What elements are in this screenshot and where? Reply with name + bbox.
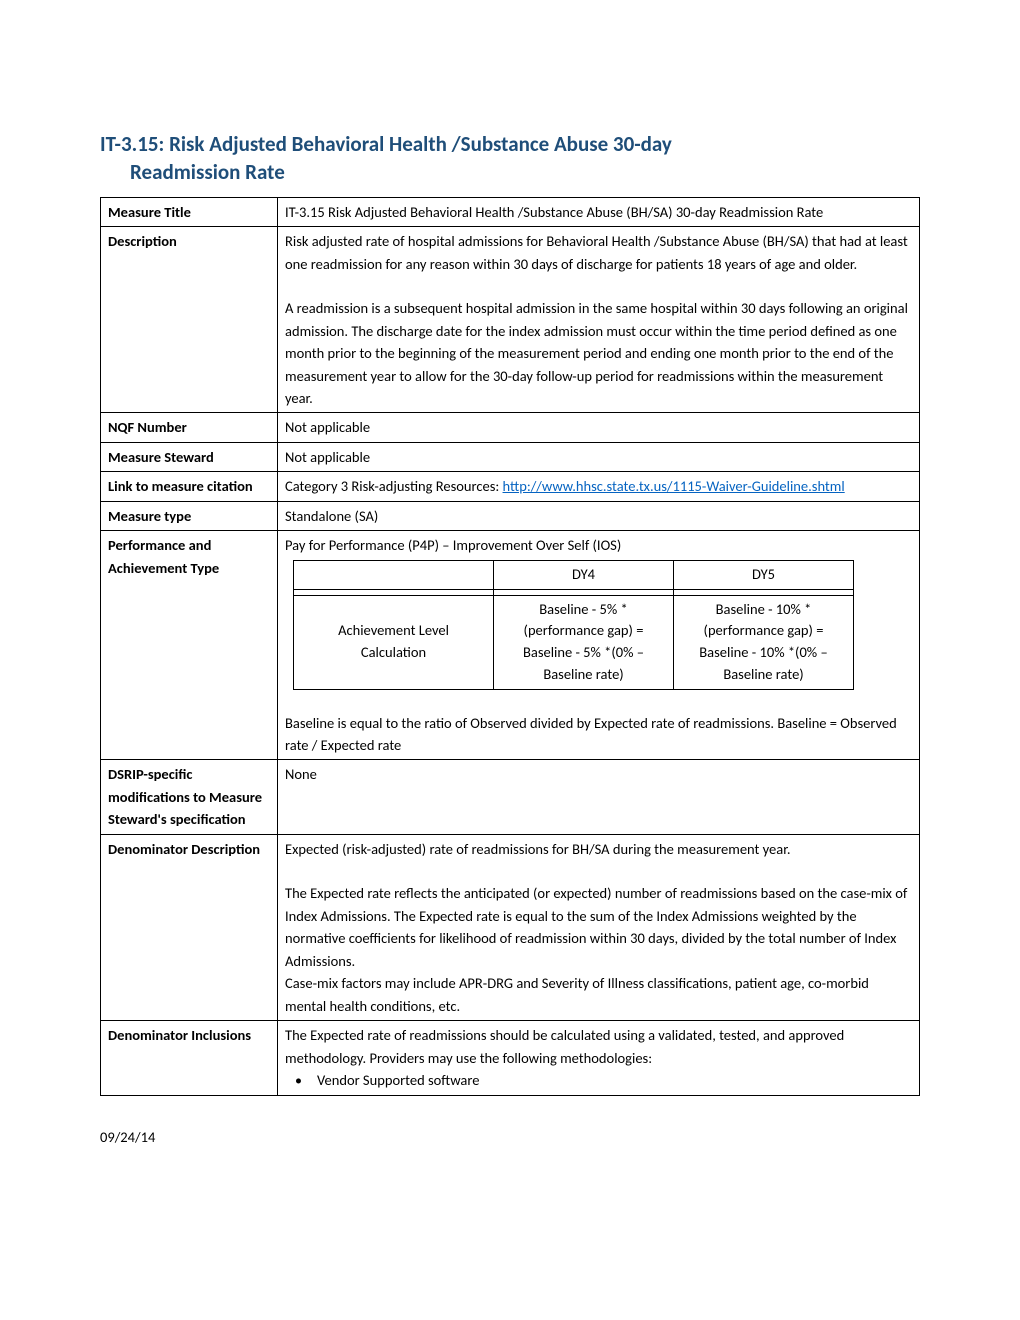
paragraph: Case-mix factors may include APR-DRG and… <box>285 972 912 1017</box>
row-value: The Expected rate of readmissions should… <box>278 1021 920 1096</box>
row-label: Performance and Achievement Type <box>101 531 278 760</box>
row-label: Measure Steward <box>101 442 278 471</box>
title-line-1: IT-3.15: Risk Adjusted Behavioral Health… <box>100 131 672 157</box>
inner-cell: Baseline - 5% *(performance gap) =Baseli… <box>494 595 674 689</box>
table-row: Description Risk adjusted rate of hospit… <box>101 227 920 413</box>
bullet-list: Vendor Supported software <box>285 1069 912 1092</box>
row-value: Expected (risk-adjusted) rate of readmis… <box>278 834 920 1020</box>
table-row: Measure Title IT-3.15 Risk Adjusted Beha… <box>101 197 920 226</box>
table-row: DY4 DY5 <box>294 560 854 589</box>
paragraph: The Expected rate of readmissions should… <box>285 1024 912 1069</box>
inner-cell: DY5 <box>674 560 854 589</box>
row-label: Description <box>101 227 278 413</box>
row-label: Measure Title <box>101 197 278 226</box>
paragraph: Risk adjusted rate of hospital admission… <box>285 230 912 275</box>
table-row: Achievement Level Calculation Baseline -… <box>294 595 854 689</box>
table-row: Measure type Standalone (SA) <box>101 501 920 530</box>
document-title: IT-3.15: Risk Adjusted Behavioral Health… <box>100 130 920 187</box>
table-row: NQF Number Not applicable <box>101 413 920 442</box>
table-row: Link to measure citation Category 3 Risk… <box>101 472 920 501</box>
link-prefix: Category 3 Risk-adjusting Resources: <box>285 477 503 495</box>
table-row: Denominator Description Expected (risk-a… <box>101 834 920 1020</box>
paragraph: Expected (risk-adjusted) rate of readmis… <box>285 838 912 860</box>
row-label: DSRIP-specific modifications to Measure … <box>101 760 278 834</box>
row-value: Pay for Performance (P4P) – Improvement … <box>278 531 920 760</box>
table-row: Denominator Inclusions The Expected rate… <box>101 1021 920 1096</box>
table-row: Performance and Achievement Type Pay for… <box>101 531 920 760</box>
row-value: Not applicable <box>278 442 920 471</box>
achievement-table: DY4 DY5 Achievement Level Calculation Ba… <box>293 560 854 690</box>
list-item: Vendor Supported software <box>295 1069 912 1092</box>
paragraph: Pay for Performance (P4P) – Improvement … <box>285 534 912 556</box>
row-value: None <box>278 760 920 834</box>
row-value: Risk adjusted rate of hospital admission… <box>278 227 920 413</box>
footer-date: 09/24/14 <box>100 1128 920 1146</box>
row-label: Denominator Description <box>101 834 278 1020</box>
row-label: Measure type <box>101 501 278 530</box>
specification-table: Measure Title IT-3.15 Risk Adjusted Beha… <box>100 197 920 1096</box>
paragraph: The Expected rate reflects the anticipat… <box>285 882 912 972</box>
row-value: IT-3.15 Risk Adjusted Behavioral Health … <box>278 197 920 226</box>
citation-link[interactable]: http://www.hhsc.state.tx.us/1115-Waiver-… <box>503 477 845 495</box>
paragraph: A readmission is a subsequent hospital a… <box>285 297 912 409</box>
inner-cell: Baseline - 10% *(performance gap) =Basel… <box>674 595 854 689</box>
row-value: Category 3 Risk-adjusting Resources: htt… <box>278 472 920 501</box>
row-value: Not applicable <box>278 413 920 442</box>
row-value: Standalone (SA) <box>278 501 920 530</box>
inner-cell <box>294 560 494 589</box>
table-row: DSRIP-specific modifications to Measure … <box>101 760 920 834</box>
row-label: Denominator Inclusions <box>101 1021 278 1096</box>
table-row: Measure Steward Not applicable <box>101 442 920 471</box>
row-label: Link to measure citation <box>101 472 278 501</box>
title-line-2: Readmission Rate <box>100 158 920 186</box>
inner-cell: Achievement Level Calculation <box>294 595 494 689</box>
paragraph: Baseline is equal to the ratio of Observ… <box>285 712 912 757</box>
row-label: NQF Number <box>101 413 278 442</box>
inner-cell: DY4 <box>494 560 674 589</box>
